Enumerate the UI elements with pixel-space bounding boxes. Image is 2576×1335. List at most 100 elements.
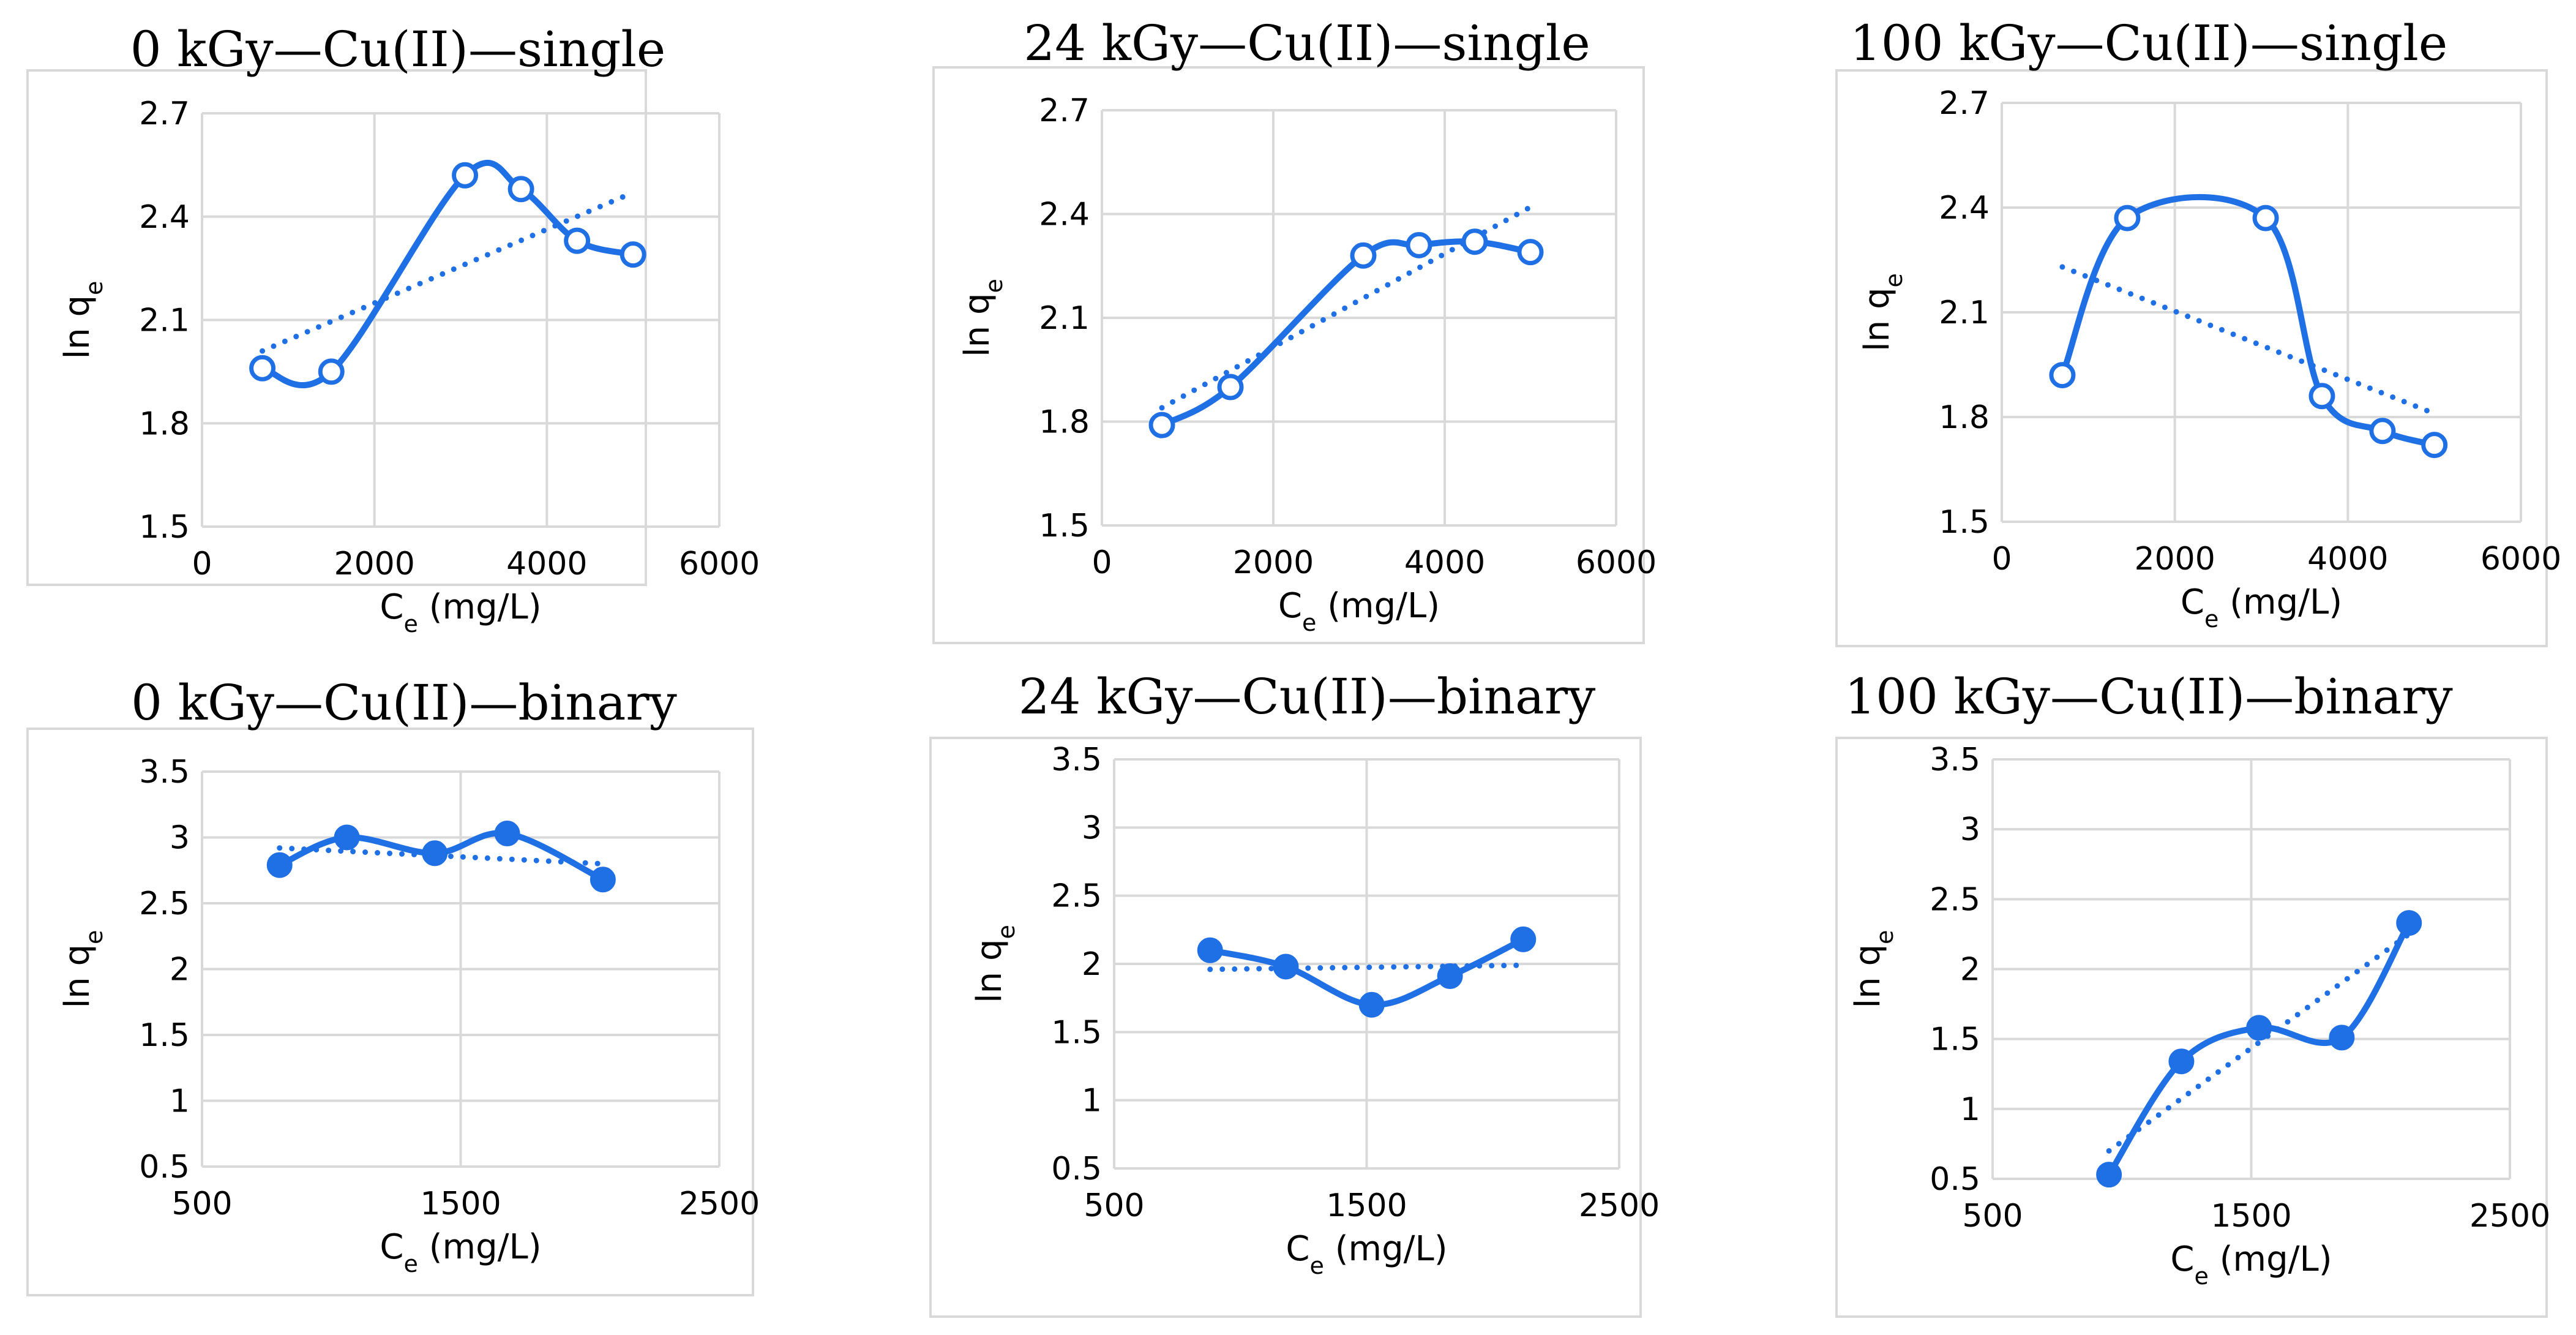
data-point <box>2369 418 2396 445</box>
chart-panel-1: 1.5 1.8 2.1 2.4 2.7 0 2000 4000 6000 0 kGy—Cu(II)… <box>26 21 760 637</box>
y-tick-label: 2.5 <box>139 886 190 922</box>
y-tick-label: 1.5 <box>139 509 190 546</box>
x-tick-label: 2000 <box>334 546 414 582</box>
trendline <box>2106 931 2412 1154</box>
x-tick-label: 1500 <box>1326 1187 1407 1224</box>
y-tick-label: 0.5 <box>1051 1151 1102 1187</box>
data-point <box>2168 1048 2195 1075</box>
chart-title: 0 kGy—Cu(II)—single <box>130 21 666 78</box>
y-tick-label: 3.5 <box>1051 742 1102 778</box>
y-tick-label: 1.8 <box>139 405 190 442</box>
data-point <box>1510 926 1537 952</box>
chart-panel-6: 0.5 1 1.5 2 2.5 3 3.5 500 1500 2500 100 kGy—Cu(II)… <box>1835 668 2550 1318</box>
data-point <box>1273 953 1299 980</box>
x-tick-label: 2000 <box>2134 541 2215 577</box>
x-tick-label: 0 <box>1991 541 2012 577</box>
y-tick-label: 2.1 <box>139 303 190 339</box>
data-point <box>1517 239 1544 266</box>
x-tick-label: 6000 <box>679 546 760 582</box>
x-tick-label: 500 <box>1084 1187 1144 1224</box>
data-point <box>1437 963 1463 990</box>
y-tick-label: 2.7 <box>1939 85 1990 122</box>
trendline <box>1207 962 1526 972</box>
x-tick-label: 1500 <box>2211 1198 2291 1235</box>
y-tick-label: 2.5 <box>1051 878 1102 915</box>
panel-frame <box>1835 737 2548 1318</box>
y-tick-label: 2.1 <box>1039 300 1090 337</box>
y-tick-label: 1.5 <box>1930 1021 1980 1058</box>
panel-frame <box>929 737 1642 1318</box>
y-tick-label: 1 <box>1960 1091 1980 1128</box>
chart-panel-2: 1.5 1.8 2.1 2.4 2.7 0 2000 4000 6000 24 kGy—Cu(II… <box>932 15 1657 644</box>
chart-title: 100 kGy—Cu(II)—single <box>1850 15 2447 72</box>
data-point <box>2114 205 2141 231</box>
y-tick-label: 2 <box>170 952 190 988</box>
x-tick-label: 2500 <box>1579 1187 1660 1224</box>
chart-title: 24 kGy—Cu(II)—single <box>1024 15 1590 72</box>
x-tick-label: 2000 <box>1233 544 1314 581</box>
chart-panel-3: 1.5 1.8 2.1 2.4 2.7 0 2000 4000 6000 100 kGy—Cu(I… <box>1835 15 2561 647</box>
trendline <box>1159 204 1533 411</box>
panel-frame <box>1835 69 2548 647</box>
data-point <box>590 867 616 893</box>
y-tick-label: 1.5 <box>1051 1014 1102 1051</box>
y-tick-label: 2 <box>1960 952 1980 988</box>
data-point <box>620 241 646 268</box>
y-tick-label: 0.5 <box>1930 1161 1980 1198</box>
y-tick-label: 0.5 <box>139 1149 190 1186</box>
data-point <box>2096 1162 2122 1188</box>
y-tick-label: 2.7 <box>139 96 190 132</box>
panel-frame <box>26 69 647 586</box>
y-tick-label: 2.4 <box>1039 197 1090 233</box>
y-axis-title: ln qe <box>1848 930 1898 1009</box>
y-tick-label: 2.4 <box>139 199 190 236</box>
trendline <box>2059 264 2438 416</box>
data-point <box>2308 383 2335 410</box>
y-tick-label: 1 <box>1082 1083 1102 1119</box>
data-point <box>1406 231 1432 258</box>
data-point <box>266 852 293 878</box>
y-tick-label: 2.4 <box>1939 190 1990 227</box>
x-tick-label: 500 <box>171 1186 232 1222</box>
data-point <box>1461 228 1488 255</box>
chart-title: 24 kGy—Cu(II)—binary <box>1019 668 1596 725</box>
chart-title: 100 kGy—Cu(II)—binary <box>1844 668 2453 725</box>
y-tick-label: 2.1 <box>1939 295 1990 331</box>
panel-frame <box>26 728 754 1296</box>
chart-panel-5: 0.5 1 1.5 2 2.5 3 3.5 500 1500 2500 24 kGy—Cu(II)—… <box>929 668 1660 1318</box>
data-point <box>2421 432 2448 459</box>
y-tick-label: 1.8 <box>1939 399 1990 436</box>
x-tick-label: 2500 <box>2469 1198 2550 1235</box>
x-tick-label: 2500 <box>679 1186 760 1222</box>
x-tick-label: 6000 <box>2481 541 2561 577</box>
y-axis-title: ln qe <box>1857 273 1908 352</box>
data-point <box>2329 1025 2355 1051</box>
y-tick-label: 2.5 <box>1930 881 1980 918</box>
chart-panel-4: 0.5 1 1.5 2 2.5 3 3.5 500 1500 2500 0 kGy—Cu(II)—b… <box>26 674 760 1296</box>
data-point <box>1358 991 1385 1018</box>
x-tick-label: 500 <box>1962 1198 2023 1235</box>
y-tick-label: 3 <box>1082 810 1102 846</box>
y-tick-label: 3 <box>1960 811 1980 848</box>
y-tick-label: 1.5 <box>1039 508 1090 544</box>
y-tick-label: 1 <box>170 1083 190 1120</box>
x-axis-title: Ce (mg/L) <box>380 587 541 637</box>
x-axis-title: Ce (mg/L) <box>1278 586 1440 636</box>
y-axis-title: ln qe <box>58 281 108 359</box>
data-point <box>2049 362 2076 389</box>
data-point <box>249 355 276 382</box>
data-point <box>318 358 345 385</box>
data-point <box>564 227 591 254</box>
chart-title: 0 kGy—Cu(II)—binary <box>131 674 677 731</box>
data-point <box>2246 1015 2272 1041</box>
y-tick-label: 2 <box>1082 946 1102 983</box>
x-axis-title: Ce (mg/L) <box>1286 1229 1447 1279</box>
y-tick-label: 3 <box>170 820 190 857</box>
data-point <box>507 176 534 203</box>
x-tick-label: 4000 <box>1404 544 1485 581</box>
data-point <box>334 824 360 851</box>
y-tick-label: 1.5 <box>1939 504 1990 541</box>
panel-frame <box>932 66 1645 644</box>
data-point <box>452 162 479 189</box>
